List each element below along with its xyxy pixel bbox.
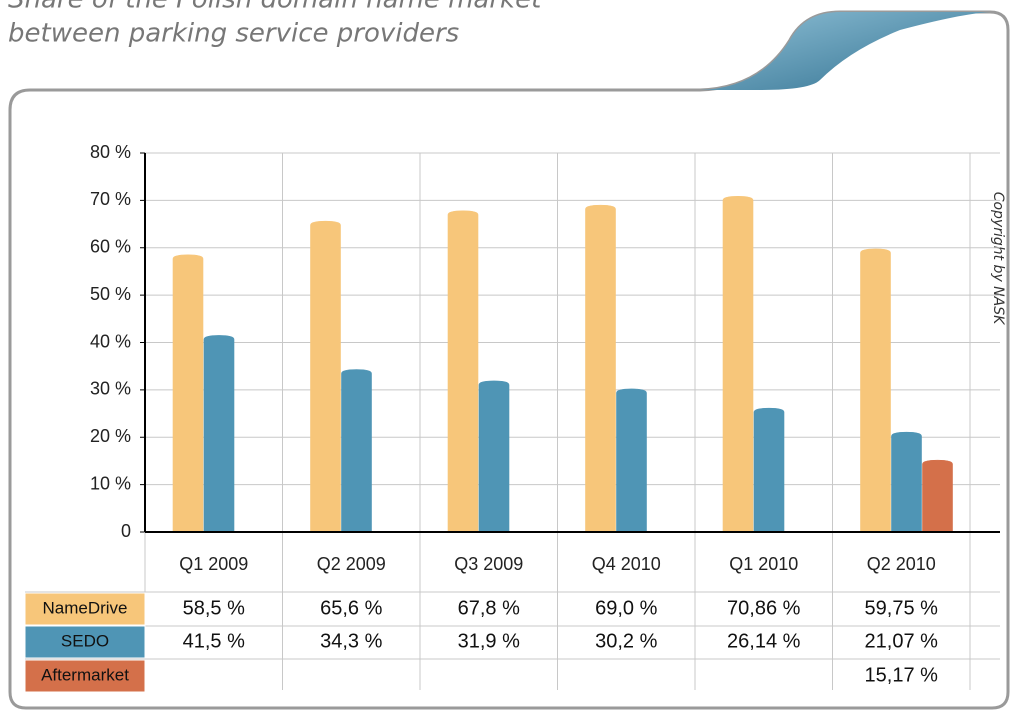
chart-title: Share of the Polish domain name market	[8, 0, 542, 15]
bar	[478, 380, 510, 533]
data-label: 26,14 %	[727, 630, 801, 652]
x-tick-label: Q3 2009	[454, 554, 523, 574]
legend-label: SEDO	[61, 631, 109, 650]
x-tick-label: Q1 2009	[179, 554, 248, 574]
legend-label: NameDrive	[42, 598, 127, 617]
legend-swatch	[24, 592, 146, 626]
bar	[922, 459, 953, 533]
data-label: 21,07 %	[865, 630, 939, 652]
y-tick-label: 30 %	[90, 379, 131, 399]
data-label: 65,6 %	[320, 597, 382, 619]
data-label: 58,5 %	[183, 597, 245, 619]
y-tick-label: 50 %	[90, 284, 131, 304]
bar	[891, 431, 922, 533]
y-tick-label: 10 %	[90, 473, 131, 493]
x-tick-label: Q1 2010	[729, 554, 798, 574]
y-tick-label: 40 %	[90, 331, 131, 351]
data-label: 67,8 %	[458, 597, 520, 619]
data-label: 31,9 %	[458, 630, 520, 652]
y-tick-label: 70 %	[90, 189, 131, 209]
data-label: 15,17 %	[865, 664, 939, 686]
y-tick-label: 80 %	[90, 142, 131, 162]
y-tick-label: 20 %	[90, 426, 131, 446]
bar	[203, 335, 235, 533]
x-tick-label: Q2 2009	[317, 554, 386, 574]
bar	[447, 210, 479, 533]
data-label: 70,86 %	[727, 597, 801, 619]
chart-title: between parking service providers	[8, 19, 459, 49]
x-tick-label: Q4 2010	[592, 554, 661, 574]
data-label: 69,0 %	[595, 597, 657, 619]
data-label: 41,5 %	[183, 630, 245, 652]
copyright: Copyright by NASK	[990, 192, 1006, 326]
legend-swatch	[24, 625, 146, 659]
bar	[860, 248, 891, 533]
y-tick-label: 60 %	[90, 237, 131, 257]
data-label: 59,75 %	[865, 597, 939, 619]
legend-label: Aftermarket	[41, 665, 129, 684]
bar	[722, 196, 754, 533]
y-tick-label: 0	[121, 521, 131, 541]
bar	[310, 220, 341, 533]
data-label: 34,3 %	[320, 630, 382, 652]
frame-tab	[700, 12, 990, 90]
legend-swatch	[24, 659, 146, 693]
bar	[753, 407, 785, 533]
bar	[616, 388, 647, 533]
data-label: 30,2 %	[595, 630, 657, 652]
bar	[172, 254, 204, 533]
x-tick-label: Q2 2010	[867, 554, 936, 574]
bar	[585, 204, 616, 533]
bar	[341, 369, 372, 533]
